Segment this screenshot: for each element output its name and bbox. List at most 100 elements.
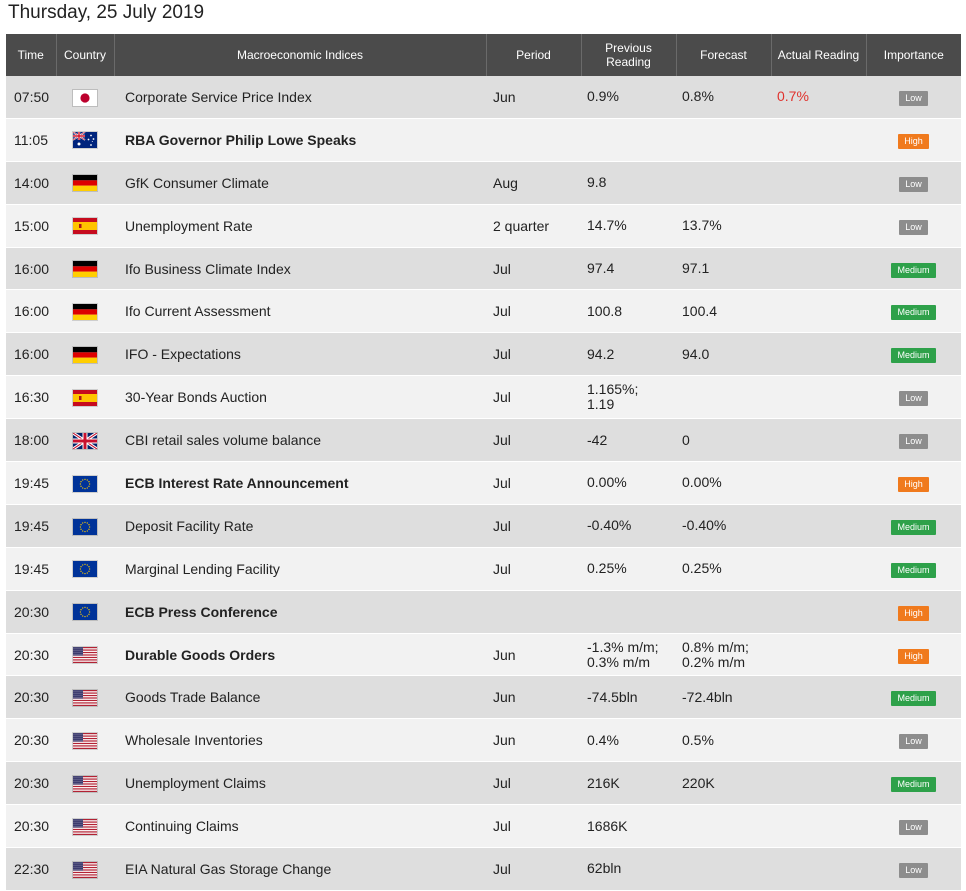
forecast-line: 0.8% m/m;	[682, 638, 749, 655]
actual-reading-cell	[771, 289, 866, 334]
table-row[interactable]: 19:45 Marginal Lending Facility Jul 0.25…	[6, 547, 961, 591]
indicator-name[interactable]: Durable Goods Orders	[114, 633, 486, 677]
previous-reading-cell: 0.9%	[581, 76, 676, 119]
previous-reading-cell: 0.00%	[581, 461, 676, 505]
forecast-line: 220K	[682, 774, 715, 791]
previous-line: -1.3% m/m;	[587, 638, 659, 655]
previous-line: -74.5bln	[587, 688, 638, 705]
indicator-name[interactable]: Corporate Service Price Index	[114, 76, 486, 119]
table-row[interactable]: 11:05 RBA Governor Philip Lowe Speaks Hi…	[6, 118, 961, 162]
indicator-name[interactable]: Goods Trade Balance	[114, 675, 486, 720]
forecast-cell: 97.1	[676, 247, 771, 291]
table-row[interactable]: 20:30 Unemployment Claims Jul 216K 220K …	[6, 761, 961, 806]
indicator-name[interactable]: Continuing Claims	[114, 804, 486, 849]
time-cell: 16:00	[6, 247, 56, 291]
col-time-header: Time	[6, 34, 57, 76]
importance-badge: Low	[899, 391, 928, 407]
actual-reading-cell	[771, 718, 866, 763]
page-title: Thursday, 25 July 2019	[8, 2, 205, 23]
indicator-name[interactable]: ECB Press Conference	[114, 590, 486, 634]
actual-reading-cell	[771, 633, 866, 677]
previous-line: 9.8	[587, 174, 607, 191]
previous-line: 0.25%	[587, 560, 627, 577]
indicator-name[interactable]: Unemployment Rate	[114, 204, 486, 248]
indicator-name[interactable]: ECB Interest Rate Announcement	[114, 461, 486, 505]
table-row[interactable]: 22:30 EIA Natural Gas Storage Change Jul…	[6, 847, 961, 891]
indicator-name[interactable]: Marginal Lending Facility	[114, 547, 486, 591]
forecast-cell: -0.40%	[676, 504, 771, 548]
table-row[interactable]: 19:45 ECB Interest Rate Announcement Jul…	[6, 461, 961, 505]
table-row[interactable]: 20:30 Wholesale Inventories Jun 0.4% 0.5…	[6, 718, 961, 763]
indicator-name[interactable]: Deposit Facility Rate	[114, 504, 486, 548]
importance-cell: Low	[866, 161, 961, 205]
table-row[interactable]: 20:30 Goods Trade Balance Jun -74.5bln -…	[6, 675, 961, 720]
table-row[interactable]: 19:45 Deposit Facility Rate Jul -0.40% -…	[6, 504, 961, 548]
previous-reading-cell: 62bln	[581, 847, 676, 891]
table-row[interactable]: 16:00 Ifo Business Climate Index Jul 97.…	[6, 247, 961, 291]
table-row[interactable]: 15:00 Unemployment Rate 2 quarter 14.7% …	[6, 204, 961, 248]
forecast-line: 0	[682, 431, 690, 448]
indicator-name[interactable]: CBI retail sales volume balance	[114, 418, 486, 463]
usa-flag-icon	[73, 775, 97, 792]
importance-cell: Low	[866, 847, 961, 891]
table-row[interactable]: 07:50 Corporate Service Price Index Jun …	[6, 76, 961, 119]
period-cell: Jul	[486, 504, 581, 548]
previous-reading-cell: 94.2	[581, 332, 676, 377]
col-indices-header: Macroeconomic Indices	[114, 34, 487, 76]
previous-reading-cell: -42	[581, 418, 676, 463]
forecast-line: -72.4bln	[682, 688, 733, 705]
table-row[interactable]: 18:00 CBI retail sales volume balance Ju…	[6, 418, 961, 463]
usa-flag-icon	[73, 861, 97, 878]
table-row[interactable]: 16:30 30-Year Bonds Auction Jul 1.165%; 1…	[6, 375, 961, 420]
importance-cell: Medium	[866, 675, 961, 720]
importance-badge: Low	[899, 176, 928, 192]
country-cell	[56, 675, 114, 720]
table-row[interactable]: 16:00 IFO - Expectations Jul 94.2 94.0 M…	[6, 332, 961, 377]
previous-line: 216K	[587, 774, 620, 791]
importance-cell: High	[866, 590, 961, 634]
table-row[interactable]: 20:30 Continuing Claims Jul 1686K Low	[6, 804, 961, 849]
indicator-name[interactable]: Unemployment Claims	[114, 761, 486, 806]
importance-cell: Medium	[866, 504, 961, 548]
previous-line: 1.19	[587, 396, 615, 413]
table-row[interactable]: 20:30 Durable Goods Orders Jun -1.3% m/m…	[6, 633, 961, 677]
actual-reading-cell	[771, 547, 866, 591]
indicator-name[interactable]: RBA Governor Philip Lowe Speaks	[114, 118, 486, 162]
importance-cell: Medium	[866, 247, 961, 291]
forecast-cell: 0	[676, 418, 771, 463]
period-cell: Jul	[486, 847, 581, 891]
actual-reading-cell	[771, 504, 866, 548]
usa-flag-icon	[73, 732, 97, 749]
indicator-name[interactable]: Ifo Business Climate Index	[114, 247, 486, 291]
indicator-name[interactable]: EIA Natural Gas Storage Change	[114, 847, 486, 891]
actual-reading-cell	[771, 590, 866, 634]
importance-cell: High	[866, 118, 961, 162]
indicator-name[interactable]: 30-Year Bonds Auction	[114, 375, 486, 420]
forecast-cell: 13.7%	[676, 204, 771, 248]
country-cell	[56, 847, 114, 891]
time-cell: 20:30	[6, 675, 56, 720]
forecast-line: 94.0	[682, 345, 710, 362]
importance-badge: Low	[899, 820, 928, 836]
indicator-name[interactable]: Ifo Current Assessment	[114, 289, 486, 334]
col-actual-header: Actual Reading	[771, 34, 867, 76]
country-cell	[56, 289, 114, 334]
indicator-name[interactable]: Wholesale Inventories	[114, 718, 486, 763]
forecast-cell: 0.8%	[676, 76, 771, 119]
indicator-name[interactable]: IFO - Expectations	[114, 332, 486, 377]
col-period-header: Period	[486, 34, 582, 76]
importance-cell: Low	[866, 804, 961, 849]
previous-line: -0.40%	[587, 517, 632, 534]
importance-cell: Low	[866, 204, 961, 248]
indicator-name[interactable]: GfK Consumer Climate	[114, 161, 486, 205]
table-row[interactable]: 20:30 ECB Press Conference High	[6, 590, 961, 634]
period-cell: Jul	[486, 761, 581, 806]
country-cell	[56, 375, 114, 420]
forecast-cell	[676, 375, 771, 420]
col-forecast-header: Forecast	[676, 34, 772, 76]
table-row[interactable]: 14:00 GfK Consumer Climate Aug 9.8 Low	[6, 161, 961, 205]
time-cell: 20:30	[6, 761, 56, 806]
importance-badge: Medium	[891, 305, 936, 321]
table-row[interactable]: 16:00 Ifo Current Assessment Jul 100.8 1…	[6, 289, 961, 334]
time-cell: 16:30	[6, 375, 56, 420]
